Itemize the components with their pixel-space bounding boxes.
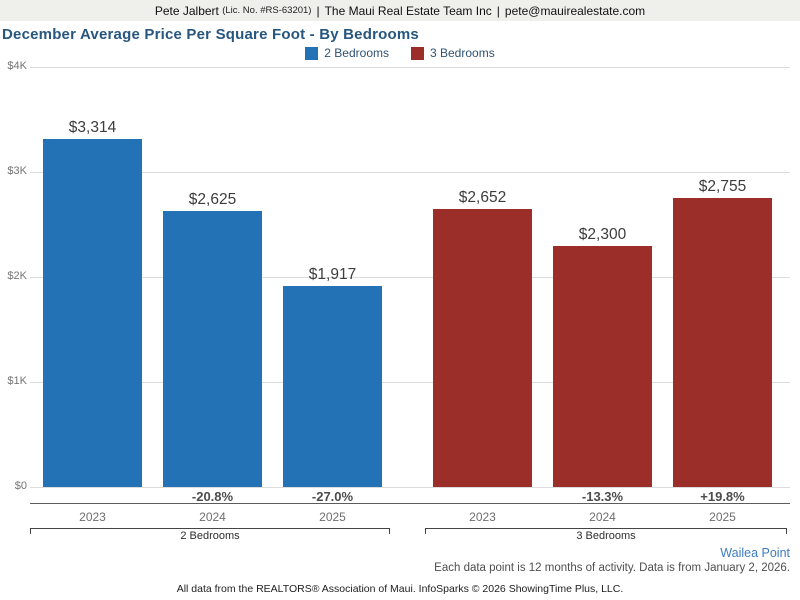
x-axis-year-label: 2023	[469, 510, 496, 524]
gridline	[30, 66, 790, 68]
x-axis-year-label: 2024	[589, 510, 616, 524]
percent-change-label: -13.3%	[581, 489, 624, 504]
group-label-3-bedrooms: 3 Bedrooms	[576, 530, 636, 542]
legend-item-2-bedrooms[interactable]: 2 Bedrooms	[305, 46, 389, 60]
legend-label: 2 Bedrooms	[324, 46, 389, 60]
group-bracket	[30, 528, 390, 529]
percent-change-label: +19.8%	[700, 489, 745, 504]
group-label-2-bedrooms: 2 Bedrooms	[180, 530, 240, 542]
group-bracket-tick	[425, 528, 426, 534]
agent-name: Pete Jalbert	[154, 3, 219, 18]
bar-value-label: $2,625	[188, 191, 237, 209]
bar-3-bedrooms-2025[interactable]	[673, 197, 772, 487]
bar-value-label: $2,652	[458, 188, 507, 206]
header-bar: Pete Jalbert (Lic. No. #RS-63201) | The …	[0, 0, 800, 21]
group-bracket-tick	[389, 528, 390, 534]
x-axis-year-label: 2024	[199, 510, 226, 524]
header-separator: |	[316, 3, 320, 18]
y-axis-tick-label: $2K	[7, 270, 27, 282]
bar-3-bedrooms-2023[interactable]	[433, 208, 532, 487]
x-axis-year-label: 2025	[709, 510, 736, 524]
gridline	[30, 171, 790, 173]
gridline	[30, 486, 790, 488]
location-link[interactable]: Wailea Point	[720, 546, 790, 560]
legend-item-3-bedrooms[interactable]: 3 Bedrooms	[411, 46, 495, 60]
company-name: The Maui Real Estate Team Inc	[324, 3, 492, 18]
x-axis-year-label: 2025	[319, 510, 346, 524]
bar-value-label: $3,314	[68, 119, 117, 137]
bar-3-bedrooms-2024[interactable]	[553, 245, 652, 487]
bar-value-label: $1,917	[308, 265, 357, 283]
legend-label: 3 Bedrooms	[430, 46, 495, 60]
agent-license: (Lic. No. #RS-63201)	[222, 5, 312, 16]
y-axis-tick-label: $4K	[7, 60, 27, 72]
bar-2-bedrooms-2023[interactable]	[43, 139, 142, 487]
chart-legend: 2 Bedrooms 3 Bedrooms	[0, 45, 800, 61]
bar-value-label: $2,755	[698, 177, 747, 195]
agent-email: pete@mauirealestate.com	[504, 3, 646, 18]
y-axis-tick-label: $3K	[7, 165, 27, 177]
percent-change-label: -20.8%	[191, 489, 234, 504]
bar-2-bedrooms-2025[interactable]	[283, 285, 382, 487]
legend-swatch-blue-icon	[305, 46, 319, 60]
x-axis-line	[30, 503, 790, 504]
y-axis-tick-label: $0	[14, 480, 27, 492]
header-separator: |	[496, 3, 500, 18]
bar-value-label: $2,300	[578, 225, 627, 243]
bar-2-bedrooms-2024[interactable]	[163, 211, 262, 487]
y-axis-tick-label: $1K	[7, 375, 27, 387]
group-bracket-tick	[786, 528, 787, 534]
gridline	[30, 276, 790, 278]
percent-change-label: -27.0%	[311, 489, 354, 504]
chart-title: December Average Price Per Square Foot -…	[2, 26, 419, 43]
group-bracket	[425, 528, 787, 529]
attribution-text: All data from the REALTORS® Association …	[176, 583, 624, 595]
data-note: Each data point is 12 months of activity…	[434, 562, 790, 574]
x-axis-year-label: 2023	[79, 510, 106, 524]
group-bracket-tick	[30, 528, 31, 534]
legend-swatch-red-icon	[411, 46, 424, 60]
gridline	[30, 381, 790, 383]
